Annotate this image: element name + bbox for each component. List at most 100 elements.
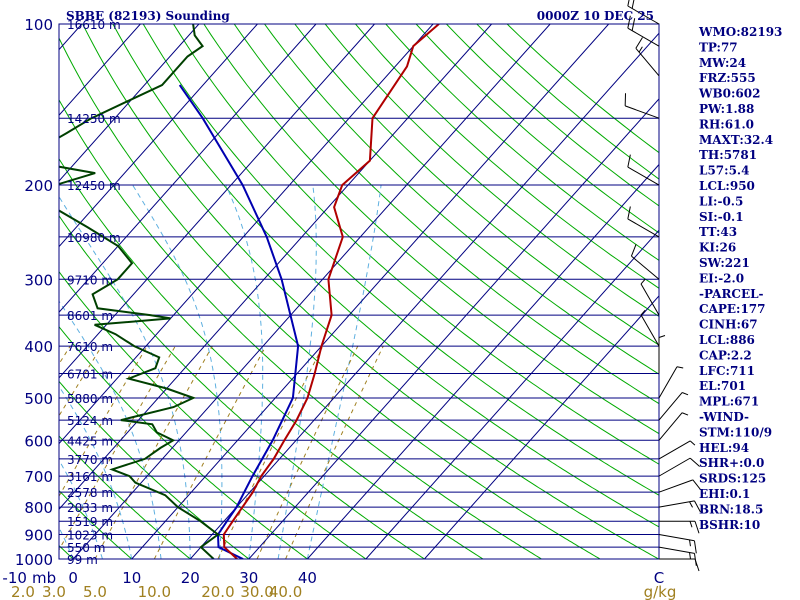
wind-barb-flag	[693, 540, 697, 554]
pressure-label: 700	[24, 468, 53, 486]
wind-barb-half-flag	[681, 392, 689, 396]
wind-barb-staff	[658, 457, 691, 477]
temperature-tick-label: 20	[181, 569, 200, 587]
wind-barb-half-flag	[658, 334, 666, 338]
wind-barb-half-flag	[689, 552, 691, 559]
index-ehi: EHI:0.1	[699, 487, 750, 501]
height-label: 99 m	[67, 553, 98, 567]
mixing-ratio-label: 20.0	[201, 583, 234, 600]
wind-barb-flag	[631, 18, 636, 31]
temperature-tick-label: 0	[68, 569, 78, 587]
index-lcl2: LCL:886	[699, 333, 755, 347]
mixing-ratio-label: 30.0	[240, 583, 273, 600]
wind-barb-half-flag	[638, 46, 643, 53]
isotherm	[424, 295, 659, 559]
index-si: SI:-0.1	[699, 210, 744, 224]
temperature-unit-label: C	[654, 569, 664, 587]
height-label: 4425 m	[67, 434, 113, 448]
isotherm	[306, 163, 659, 559]
wind-barb-flag	[692, 479, 702, 491]
mixing-ratio-label: 3.0	[42, 583, 66, 600]
wind-barb-flag	[694, 500, 701, 513]
wind-barb-flag	[694, 521, 700, 534]
isotherm	[59, 24, 434, 445]
pressure-label: 300	[24, 271, 53, 289]
wind-barb-staff	[627, 166, 660, 186]
index-maxt: MAXT:32.4	[699, 133, 773, 147]
index-cinh: CINH:67	[699, 318, 758, 332]
wind-barb-staff	[631, 255, 660, 280]
wind-barb-flag	[693, 553, 697, 566]
wind-barb-staff	[658, 392, 683, 421]
wind-barb-flag	[627, 154, 631, 168]
height-label: 550 m	[67, 541, 105, 555]
wind-barb-half-flag	[689, 539, 691, 547]
wind-barb-staff	[658, 479, 693, 493]
index-mw: MW:24	[699, 56, 746, 70]
pressure-label: 200	[24, 177, 53, 195]
index-hel: HEL:94	[699, 441, 749, 455]
pressure-label: 800	[24, 499, 53, 517]
index-wind_hdr: -WIND-	[699, 410, 749, 424]
height-label: 5880 m	[67, 392, 113, 406]
pressure-label: 400	[24, 338, 53, 356]
wind-barb-half-flag	[640, 278, 646, 285]
profiles	[59, 24, 440, 559]
wind-barb-flag	[630, 244, 637, 257]
wind-barb-half-flag	[640, 309, 646, 316]
mixing-ratio-label: 5.0	[83, 583, 107, 600]
temperature-tick-label: 40	[298, 569, 317, 587]
wind-barb-staff	[658, 500, 695, 508]
wind-barb-staff	[640, 314, 660, 347]
index-shr: SHR+:0.0	[699, 456, 764, 470]
mixing-ratio-label: 10.0	[138, 583, 171, 600]
index-wb0: WB0:602	[698, 87, 760, 101]
wind-barb-flag	[631, 0, 635, 9]
index-l57: L57:5.4	[699, 164, 749, 178]
index-brn: BRN:18.5	[699, 502, 763, 516]
wind-barb-half-flag	[676, 366, 684, 369]
pressure-label: 600	[24, 432, 53, 450]
height-label: 16610 m	[67, 18, 121, 32]
isotherm	[59, 24, 141, 117]
wind-barb-staff	[627, 5, 660, 25]
wind-barb-flag	[627, 206, 631, 219]
index-tt: TT:43	[699, 225, 737, 239]
wind-barb-staff	[658, 546, 695, 554]
isotherm	[131, 24, 610, 559]
wind-barb-half-flag	[689, 501, 693, 508]
wind-barb-flag	[627, 0, 630, 7]
wind-barbs	[624, 0, 702, 572]
wind-barb-staff	[635, 47, 660, 77]
index-lcl: LCL:950	[699, 179, 755, 193]
isotherm	[59, 24, 258, 248]
wind-barb-flag	[635, 37, 643, 49]
isotherm	[365, 229, 659, 559]
wind-barb-flag	[627, 15, 631, 29]
height-label: 12450 m	[67, 179, 121, 193]
pressure-label: 500	[24, 390, 53, 408]
wind-barb-staff	[658, 366, 678, 399]
isotherm	[59, 24, 492, 511]
index-cap: CAP:2.2	[699, 348, 752, 362]
temperature-trace	[222, 24, 440, 559]
pressure-label: 1000	[15, 551, 53, 569]
index-wmo: WMO:82193	[698, 25, 782, 39]
height-label: 5124 m	[67, 414, 113, 428]
index-tp: TP:77	[699, 40, 738, 54]
height-label: 6701 m	[67, 367, 113, 381]
temperature-tick-label: 10	[122, 569, 141, 587]
wind-barb-staff	[627, 27, 660, 47]
index-bshr: BSHR:10	[699, 518, 760, 532]
index-sw: SW:221	[699, 256, 750, 270]
sounding-time: 0000Z 10 DEC 25	[537, 9, 654, 23]
mixing-ratio-unit-label: g/kg	[644, 583, 677, 600]
index-parcel_hdr: -PARCEL-	[699, 287, 764, 301]
index-cape: CAPE:177	[699, 302, 766, 316]
index-srds: SRDS:125	[699, 472, 766, 486]
parcel-trace	[178, 84, 300, 559]
dewpoint-trace	[59, 24, 220, 559]
